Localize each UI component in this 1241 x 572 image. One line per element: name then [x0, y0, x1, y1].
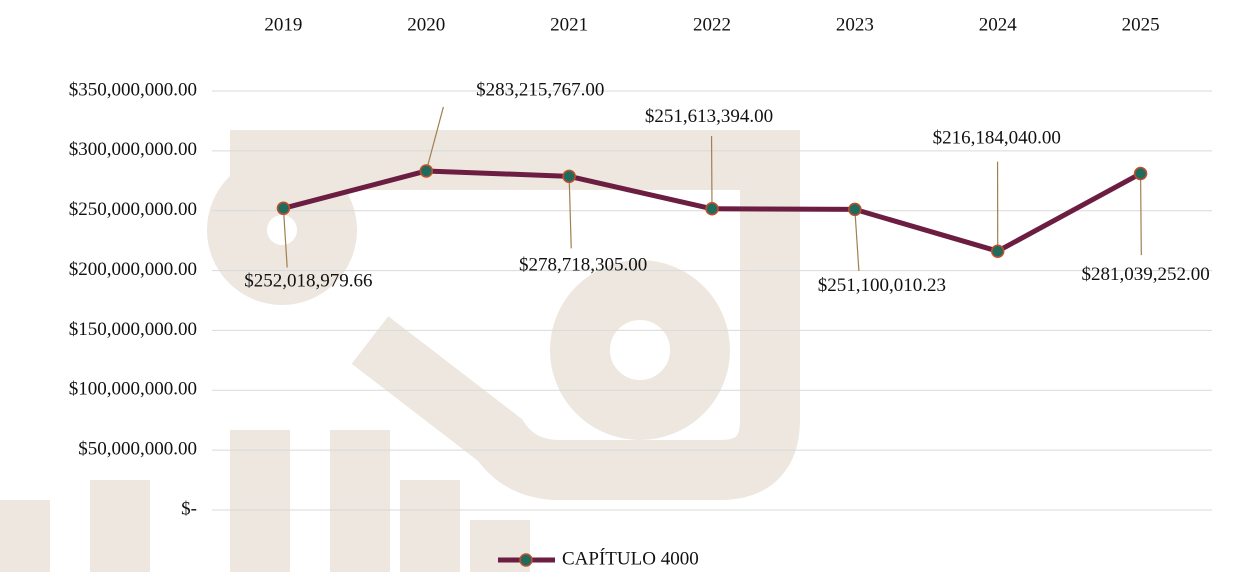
marker [1133, 166, 1148, 181]
data-label: $281,039,252.00 [1081, 264, 1209, 285]
watermark [0, 130, 800, 572]
x-tick-label: 2025 [1122, 14, 1160, 35]
y-tick-label: $200,000,000.00 [69, 259, 197, 280]
leader-line [854, 209, 860, 272]
marker [276, 201, 291, 216]
y-tick-label: $50,000,000.00 [78, 439, 197, 460]
data-label: $283,215,767.00 [476, 79, 604, 100]
y-tick-label: $300,000,000.00 [69, 139, 197, 160]
x-tick-label: 2021 [550, 14, 588, 35]
legend-label: CAPÍTULO 4000 [562, 547, 699, 569]
legend-marker [519, 553, 533, 567]
data-label: $278,718,305.00 [519, 255, 647, 276]
y-tick-label: $100,000,000.00 [69, 379, 197, 400]
y-tick-label: $250,000,000.00 [69, 199, 197, 220]
leader-line [568, 176, 572, 249]
marker [848, 202, 862, 217]
x-tick-label: 2019 [264, 14, 302, 35]
marker [419, 164, 434, 178]
x-tick-label: 2022 [693, 14, 731, 35]
y-tick-label: $150,000,000.00 [69, 319, 197, 340]
marker [562, 169, 576, 184]
x-tick-label: 2024 [979, 14, 1018, 35]
x-tick-label: 2020 [407, 14, 445, 35]
x-tick-label: 2023 [836, 14, 874, 35]
data-label: $216,184,040.00 [933, 128, 1061, 149]
marker [990, 244, 1005, 258]
leader-line [282, 208, 288, 268]
marker [705, 202, 719, 216]
leader-line [425, 106, 444, 172]
y-tick-label: $350,000,000.00 [69, 79, 197, 100]
leader-line [1139, 173, 1142, 256]
y-tick-label: $- [181, 498, 197, 519]
data-label: $252,018,979.66 [244, 271, 372, 292]
data-label: $251,100,010.23 [818, 275, 946, 296]
data-label: $251,613,394.00 [645, 106, 773, 127]
